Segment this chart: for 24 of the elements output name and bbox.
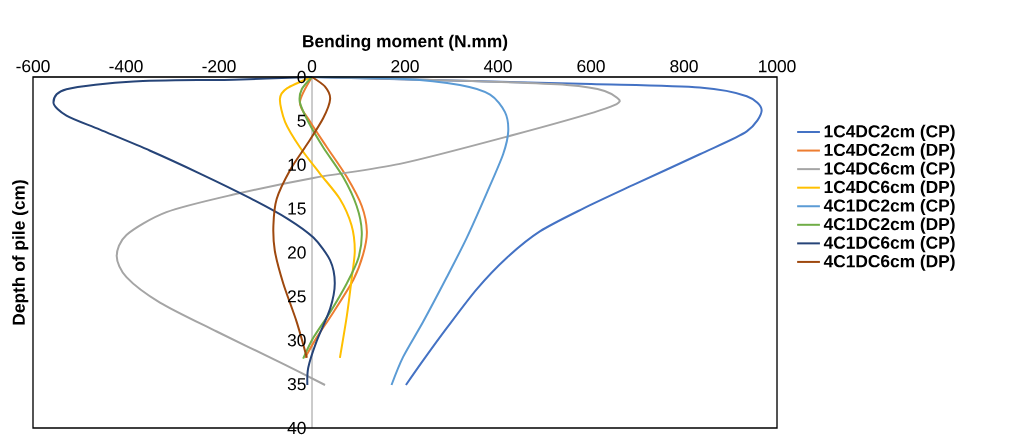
x-tick-label: 1000 [759,60,796,73]
y-tick-label: 35 [287,377,306,391]
y-tick-label: 25 [288,290,306,303]
legend-label: 4C1DC2cm (DP) [823,217,955,234]
x-axis-title: Bending moment (N.mm) [303,34,508,51]
legend-label: 4C1DC6cm (CP) [823,236,955,253]
legend-label: 1C4DC6cm (CP) [824,161,955,178]
x-tick-label: 200 [391,60,419,73]
y-tick-label: 20 [288,246,306,259]
y-axis-title: Depth of pile (cm) [12,180,29,325]
x-tick-label: -400 [109,60,143,73]
legend-label: 1C4DC2cm (CP) [824,124,955,141]
x-tick-label: 800 [670,60,698,73]
legend-label: 4C1DC2cm (CP) [823,198,955,216]
y-tick-label: 5 [297,114,306,127]
legend-label: 1C4DC6cm (DP) [824,180,955,197]
x-tick-label: 400 [483,60,512,73]
x-tick-label: 600 [577,60,605,73]
legend-label: 1C4DC2cm (DP) [824,143,955,160]
y-tick-label: 15 [288,202,306,215]
x-tick-label: 0 [307,60,317,73]
x-tick-label: -600 [16,60,50,73]
x-tick-label: -200 [202,60,236,73]
legend-label: 4C1DC6cm (DP) [823,254,955,271]
